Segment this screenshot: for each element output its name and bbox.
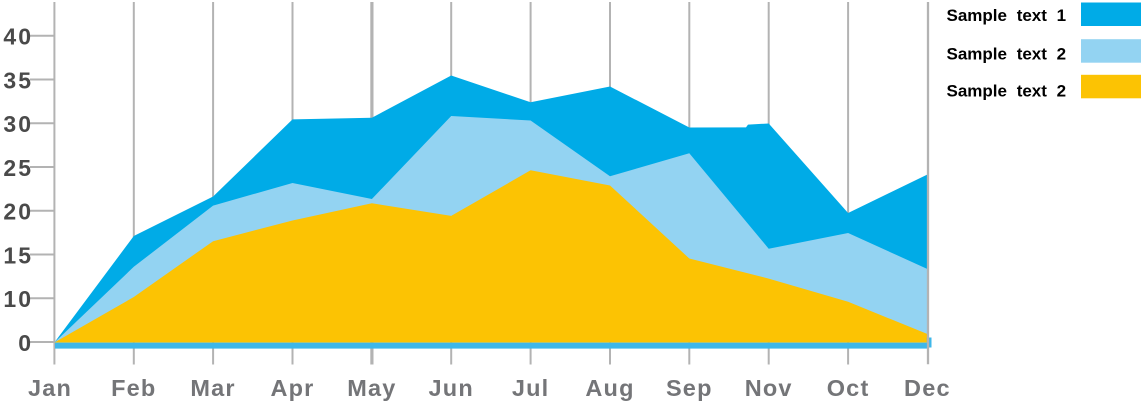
svg-text:15: 15 — [3, 242, 33, 268]
svg-text:Sample text 2: Sample text 2 — [947, 82, 1067, 101]
svg-text:Apr: Apr — [270, 375, 314, 401]
svg-text:Sep: Sep — [666, 375, 713, 401]
svg-text:Sample text 1: Sample text 1 — [947, 6, 1067, 25]
svg-text:40: 40 — [3, 24, 33, 50]
svg-text:25: 25 — [3, 155, 33, 181]
svg-text:May: May — [347, 375, 396, 401]
svg-text:Sample text 2: Sample text 2 — [947, 44, 1067, 63]
svg-text:20: 20 — [3, 199, 33, 225]
svg-text:Jul: Jul — [512, 375, 550, 401]
svg-text:Feb: Feb — [111, 375, 156, 401]
svg-text:30: 30 — [3, 111, 33, 137]
svg-text:Mar: Mar — [190, 375, 235, 401]
svg-text:Dec: Dec — [904, 375, 951, 401]
svg-text:Jan: Jan — [28, 375, 72, 401]
svg-text:Oct: Oct — [827, 375, 870, 401]
svg-text:Nov: Nov — [745, 375, 793, 401]
svg-text:0: 0 — [18, 330, 33, 356]
svg-text:Aug: Aug — [585, 375, 634, 401]
svg-text:35: 35 — [3, 67, 33, 93]
svg-text:Jun: Jun — [429, 375, 474, 401]
svg-text:10: 10 — [3, 286, 33, 312]
